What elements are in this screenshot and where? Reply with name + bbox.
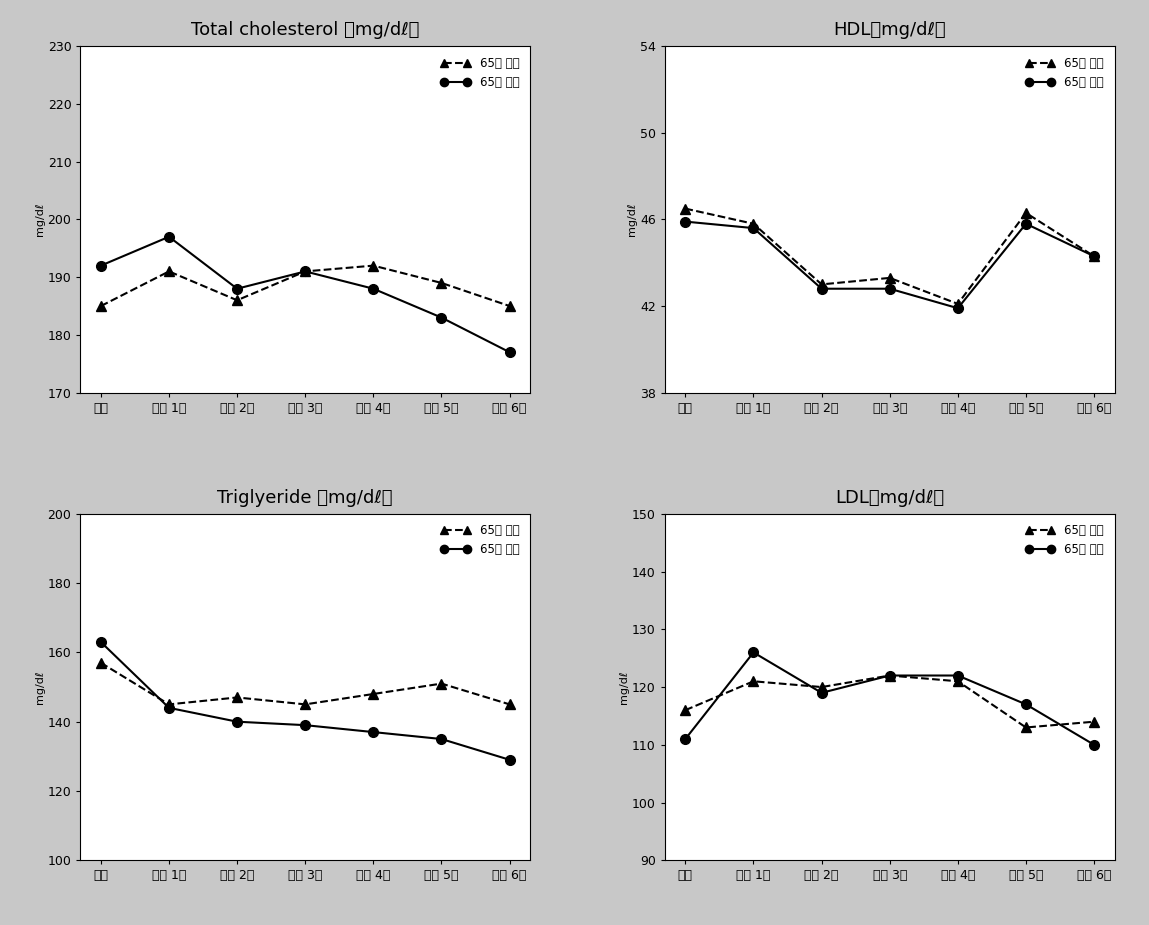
65세 이상 bbox=[162, 231, 176, 242]
65세 이상 bbox=[951, 670, 965, 681]
65세 미만 bbox=[94, 301, 108, 312]
Y-axis label: mg/dℓ: mg/dℓ bbox=[34, 203, 45, 236]
Legend: 65세 미만, 65세 이상: 65세 미만, 65세 이상 bbox=[1020, 520, 1109, 561]
65세 미만 bbox=[951, 676, 965, 687]
Legend: 65세 미만, 65세 이상: 65세 미만, 65세 이상 bbox=[437, 52, 524, 93]
65세 이상 bbox=[1019, 218, 1033, 229]
65세 이상 bbox=[434, 734, 448, 745]
65세 이상 bbox=[1087, 251, 1101, 262]
65세 미만 bbox=[162, 698, 176, 709]
65세 이상 bbox=[678, 216, 692, 228]
65세 이상 bbox=[747, 647, 761, 658]
Line: 65세 이상: 65세 이상 bbox=[680, 648, 1098, 749]
65세 미만 bbox=[882, 272, 896, 283]
Line: 65세 미만: 65세 미만 bbox=[97, 658, 515, 709]
65세 이상 bbox=[815, 687, 828, 698]
65세 미만 bbox=[815, 278, 828, 290]
Line: 65세 미만: 65세 미만 bbox=[680, 204, 1098, 309]
65세 이상 bbox=[367, 726, 380, 737]
65세 미만 bbox=[162, 265, 176, 277]
65세 미만 bbox=[1019, 207, 1033, 218]
65세 미만 bbox=[230, 692, 244, 703]
Line: 65세 미만: 65세 미만 bbox=[680, 671, 1098, 733]
65세 이상 bbox=[815, 283, 828, 294]
65세 미만 bbox=[951, 299, 965, 310]
65세 미만 bbox=[299, 265, 313, 277]
65세 이상 bbox=[434, 312, 448, 323]
65세 미만 bbox=[94, 658, 108, 669]
65세 미만 bbox=[882, 670, 896, 681]
Line: 65세 미만: 65세 미만 bbox=[97, 261, 515, 311]
Line: 65세 이상: 65세 이상 bbox=[97, 637, 515, 765]
Y-axis label: mg/dℓ: mg/dℓ bbox=[627, 203, 637, 236]
Title: Total cholesterol （mg/dℓ）: Total cholesterol （mg/dℓ） bbox=[191, 21, 419, 39]
65세 이상 bbox=[678, 734, 692, 745]
65세 이상 bbox=[230, 716, 244, 727]
65세 미만 bbox=[299, 698, 313, 709]
65세 미만 bbox=[230, 295, 244, 306]
65세 미만 bbox=[503, 301, 517, 312]
65세 미만 bbox=[815, 682, 828, 693]
65세 이상 bbox=[503, 754, 517, 765]
Title: LDL（mg/dℓ）: LDL（mg/dℓ） bbox=[835, 488, 944, 507]
65세 이상 bbox=[1019, 698, 1033, 709]
65세 이상 bbox=[94, 260, 108, 271]
65세 이상 bbox=[94, 636, 108, 648]
65세 이상 bbox=[1087, 739, 1101, 750]
65세 미만 bbox=[503, 698, 517, 709]
65세 미만 bbox=[367, 688, 380, 699]
65세 미만 bbox=[678, 204, 692, 215]
65세 이상 bbox=[162, 702, 176, 713]
65세 이상 bbox=[882, 283, 896, 294]
65세 미만 bbox=[1087, 716, 1101, 727]
65세 이상 bbox=[367, 283, 380, 294]
65세 이상 bbox=[951, 302, 965, 314]
65세 이상 bbox=[747, 223, 761, 234]
65세 미만 bbox=[434, 278, 448, 289]
Y-axis label: mg/dℓ: mg/dℓ bbox=[619, 671, 630, 704]
Y-axis label: mg/dℓ: mg/dℓ bbox=[34, 671, 45, 704]
65세 미만 bbox=[367, 260, 380, 271]
65세 이상 bbox=[882, 670, 896, 681]
Title: Triglyeride （mg/dℓ）: Triglyeride （mg/dℓ） bbox=[217, 488, 393, 507]
65세 미만 bbox=[747, 218, 761, 229]
65세 미만 bbox=[678, 705, 692, 716]
Title: HDL（mg/dℓ）: HDL（mg/dℓ） bbox=[833, 21, 946, 39]
Legend: 65세 미만, 65세 이상: 65세 미만, 65세 이상 bbox=[1020, 52, 1109, 93]
65세 미만 bbox=[1019, 722, 1033, 733]
65세 미만 bbox=[1087, 251, 1101, 262]
65세 이상 bbox=[299, 265, 313, 277]
65세 미만 bbox=[434, 678, 448, 689]
65세 이상 bbox=[299, 720, 313, 731]
65세 이상 bbox=[503, 347, 517, 358]
65세 미만 bbox=[747, 676, 761, 687]
Legend: 65세 미만, 65세 이상: 65세 미만, 65세 이상 bbox=[437, 520, 524, 561]
Line: 65세 이상: 65세 이상 bbox=[680, 216, 1098, 313]
Line: 65세 이상: 65세 이상 bbox=[97, 232, 515, 357]
65세 이상 bbox=[230, 283, 244, 294]
